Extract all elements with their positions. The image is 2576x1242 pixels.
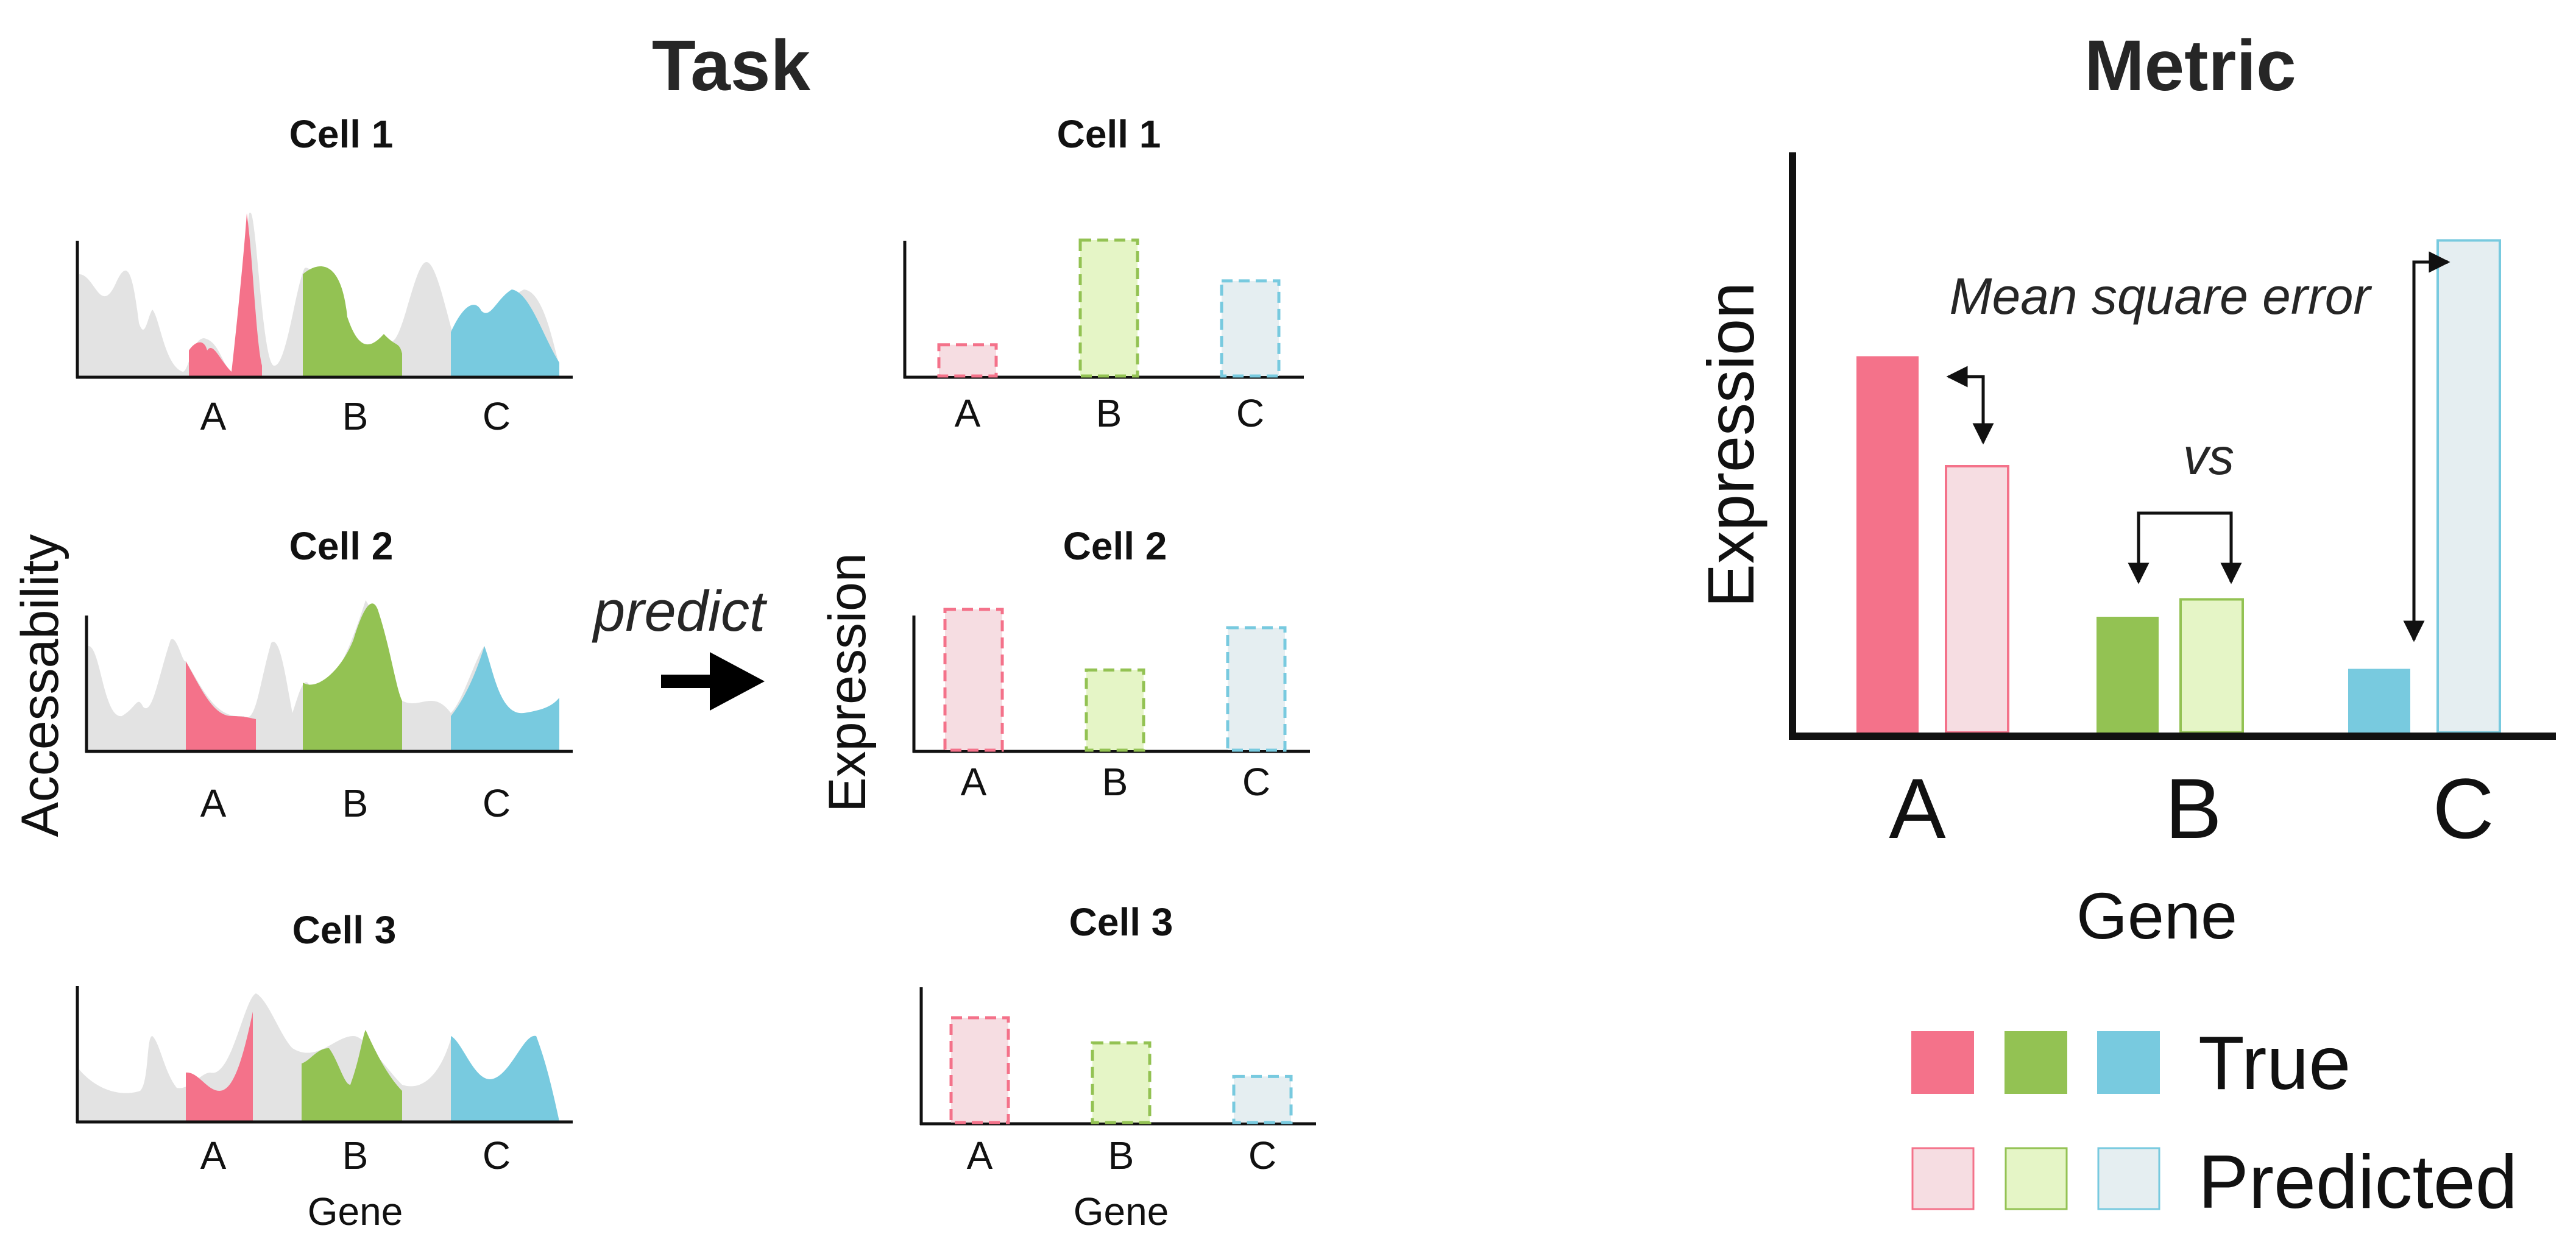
gene-tick-b: B (342, 394, 369, 438)
gene-tick-c: C (483, 1134, 511, 1177)
cell-title: Cell 1 (1057, 112, 1161, 156)
vs-label: vs (2183, 428, 2234, 485)
gene-tick-b: B (1102, 760, 1128, 804)
metric-y-axis-label: Expression (1694, 282, 1767, 608)
predicted-bar-a (937, 343, 998, 378)
predicted-bar-a (943, 608, 1004, 752)
predicted-bar-c (1220, 279, 1281, 378)
legend-predicted-swatch-b (2005, 1147, 2068, 1210)
gene-axis-label: Gene (1074, 1190, 1169, 1233)
metric-title: Metric (2084, 26, 2296, 106)
legend-true-swatch-b (2005, 1031, 2067, 1094)
metric-tick-a: A (1889, 761, 1946, 856)
predicted-bar-b (2179, 598, 2244, 734)
accessibility-axis-label: Accessability (11, 534, 69, 837)
predicted-bar-b (1091, 1041, 1152, 1124)
true-bar-a (1856, 356, 1919, 733)
predicted-bar-c (1232, 1074, 1293, 1124)
true-bar-b (2097, 617, 2159, 733)
metric-bar-chart (1856, 239, 2501, 734)
metric-x-axis-label: Gene (2076, 879, 2237, 953)
gene-tick-b: B (1096, 391, 1122, 435)
gene-tick-a: A (955, 391, 981, 435)
legend: True Predicted (1911, 1021, 2518, 1224)
predicted-expression-plot-cell-1: Cell 1 A B C (903, 112, 1304, 435)
accessibility-plot-cell-3: Cell 3 A B C Gene (76, 908, 573, 1233)
predicted-bar-b (1078, 238, 1139, 378)
expression-axis-label: Expression (818, 553, 877, 812)
predicted-bar-a (949, 1016, 1010, 1124)
gene-tick-b: B (1108, 1134, 1134, 1177)
error-arrow-b-icon (2128, 511, 2242, 584)
gene-tick-a: A (200, 1134, 227, 1177)
gene-tick-c: C (1242, 760, 1270, 804)
gene-tick-c: C (483, 781, 511, 825)
error-arrow-c-icon (2403, 251, 2450, 642)
cell-title: Cell 2 (289, 524, 394, 568)
true-bar-c (2348, 669, 2410, 733)
error-arrow-a-icon (1946, 366, 1994, 445)
legend-predicted-swatch-a (1911, 1147, 1975, 1210)
accessibility-plot-cell-2: Cell 2 A B C (85, 524, 573, 825)
gene-tick-a: A (967, 1134, 993, 1177)
legend-true-label: True (2198, 1021, 2351, 1105)
predict-label: predict (592, 579, 768, 643)
gene-tick-a: A (961, 760, 987, 804)
gene-tick-a: A (200, 781, 227, 825)
gene-tick-b: B (342, 1134, 369, 1177)
predicted-bar-b (1085, 668, 1145, 752)
gene-axis-label: Gene (308, 1190, 403, 1233)
legend-predicted-label: Predicted (2198, 1140, 2518, 1224)
predicted-expression-plot-cell-2: Cell 2 A B C (912, 524, 1310, 804)
legend-true-swatch-a (1911, 1031, 1974, 1094)
accessibility-plot-cell-1: Cell 1 A B C (76, 112, 573, 438)
predicted-expression-plot-cell-3: Cell 3 A B C Gene (919, 900, 1316, 1233)
predicted-bar-c (1226, 626, 1287, 752)
metric-tick-b: B (2165, 761, 2221, 856)
predicted-bar-a (1945, 465, 2009, 734)
cell-title: Cell 1 (289, 112, 394, 156)
cell-title: Cell 3 (292, 908, 397, 952)
task-title: Task (652, 26, 811, 106)
mse-annotation: Mean square error (1950, 268, 2373, 325)
cell-title: Cell 3 (1069, 900, 1173, 944)
gene-tick-c: C (1248, 1134, 1276, 1177)
predict-arrow-icon (661, 652, 765, 711)
gene-tick-c: C (483, 394, 511, 438)
predicted-bar-c (2436, 239, 2501, 734)
gene-tick-b: B (342, 781, 369, 825)
cell-title: Cell 2 (1063, 524, 1167, 568)
gene-tick-a: A (200, 394, 227, 438)
legend-true-swatch-c (2097, 1031, 2160, 1094)
gene-tick-c: C (1236, 391, 1264, 435)
metric-tick-c: C (2432, 761, 2494, 856)
legend-predicted-swatch-c (2097, 1147, 2160, 1210)
